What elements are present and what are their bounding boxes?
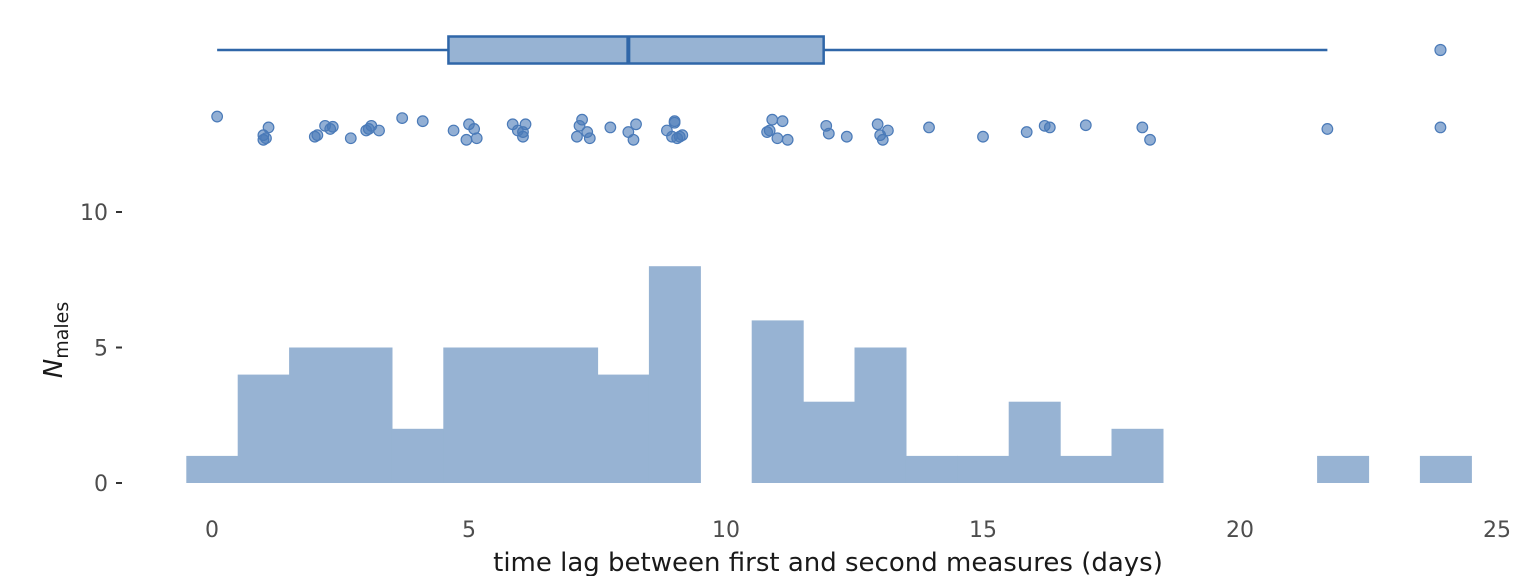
histogram-bar: [1008, 401, 1061, 483]
jitter-point: [470, 132, 483, 145]
jitter-point: [460, 133, 473, 146]
y-axis-title: Nmales: [39, 302, 73, 378]
histogram-bar: [957, 455, 1010, 483]
jitter-point: [1434, 121, 1447, 134]
histogram-bar: [854, 347, 907, 483]
jitter-point: [326, 120, 339, 133]
histogram-bar: [1060, 455, 1113, 483]
histogram-bars: [186, 266, 1472, 483]
x-axis-title: time lag between first and second measur…: [493, 548, 1163, 576]
jitter-point: [571, 130, 583, 143]
jitter-point: [668, 115, 681, 128]
x-axis: 0 5 10 15 20 25: [205, 518, 1511, 543]
jitter-point: [311, 129, 324, 142]
jitter-point: [604, 121, 617, 134]
jitter-point: [1144, 133, 1156, 146]
jitter-point: [1079, 119, 1092, 132]
jitter-point: [882, 124, 894, 137]
histogram-bar: [443, 347, 496, 483]
jitter-point: [766, 113, 779, 126]
histogram-bar: [340, 347, 393, 483]
jitter-point: [627, 133, 640, 146]
histogram-bar: [1111, 428, 1164, 483]
y-tick-label: 5: [94, 337, 108, 362]
boxplot-box: [447, 35, 825, 65]
x-tick-label: 20: [1226, 518, 1254, 543]
jitter-point: [781, 133, 794, 146]
histogram-bar: [648, 266, 701, 483]
jitter-point: [519, 118, 532, 131]
x-tick-label: 25: [1483, 518, 1511, 543]
y-axis-title-subscript: males: [51, 302, 73, 359]
histogram-bar: [237, 374, 290, 483]
histogram-bar: [597, 374, 650, 483]
jitter-point: [871, 118, 884, 131]
jitter-point: [1321, 123, 1334, 135]
histogram-bar: [494, 347, 547, 483]
histogram-bar: [289, 347, 342, 483]
jitter-point: [923, 121, 935, 134]
histogram-bar: [803, 401, 856, 483]
x-tick-label: 15: [969, 518, 997, 543]
jitter-point: [1043, 121, 1056, 134]
x-tick-label: 5: [462, 518, 476, 543]
x-tick-label: 10: [712, 518, 740, 543]
histogram-bar: [751, 320, 804, 483]
histogram-bar: [1317, 455, 1370, 483]
jitter-point: [676, 129, 689, 142]
jitter-point: [416, 115, 429, 128]
jitter-point: [211, 110, 224, 123]
histogram-bar: [1419, 455, 1472, 483]
jitter-point: [583, 132, 596, 145]
y-axis: 0 5 10: [80, 201, 122, 497]
jitter-point: [447, 124, 460, 137]
histogram-bar: [391, 428, 444, 483]
jitter-point: [396, 112, 409, 124]
jitter-point: [876, 133, 889, 146]
jitter-point: [630, 118, 642, 131]
boxplot-outlier: [1434, 43, 1447, 57]
jitter-point: [776, 115, 789, 128]
histogram-bar: [186, 455, 239, 483]
jitter-point: [260, 132, 272, 145]
jitter-point: [262, 121, 275, 134]
jitter-point: [840, 130, 853, 143]
jitter-point: [763, 124, 776, 137]
jitter-point: [576, 113, 588, 126]
jitter-point: [771, 132, 784, 145]
y-tick-label: 10: [80, 201, 108, 226]
x-tick-label: 0: [205, 518, 219, 543]
jitter-point: [373, 124, 385, 137]
histogram-bar: [905, 455, 958, 483]
boxplot: [217, 35, 1447, 65]
jitter-points: [211, 110, 1447, 146]
jitter-point: [822, 127, 835, 140]
jitter-point: [977, 130, 989, 143]
jitter-point: [344, 132, 357, 145]
jitter-point: [1020, 126, 1033, 138]
histogram-bar: [546, 347, 599, 483]
y-axis-title-main: N: [39, 359, 69, 378]
y-tick-label: 0: [94, 472, 108, 497]
jitter-point: [1136, 121, 1149, 134]
